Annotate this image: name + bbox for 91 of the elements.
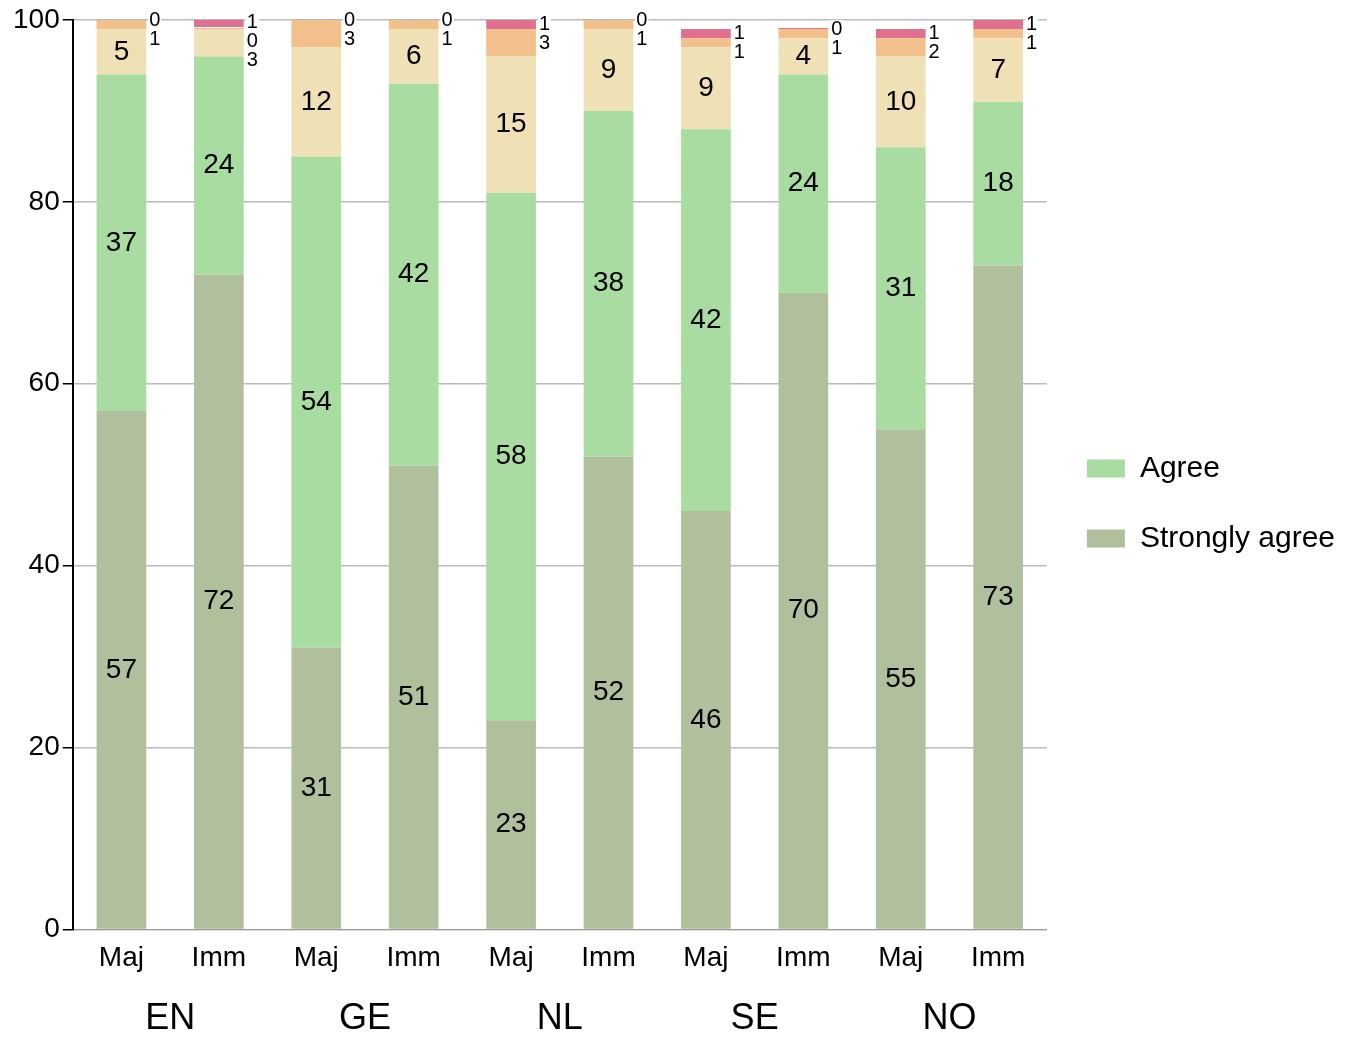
- bar: [486, 720, 536, 929]
- bar: [486, 192, 536, 721]
- bar: [291, 156, 342, 648]
- bar: [96, 20, 147, 30]
- data-label: 58: [495, 439, 527, 471]
- y-tick-label: 40: [28, 548, 60, 580]
- data-label: 72: [203, 584, 235, 616]
- bar: [778, 292, 829, 929]
- bar: [388, 83, 439, 466]
- data-label: 42: [398, 257, 430, 289]
- bar: [583, 110, 634, 457]
- bar: [194, 274, 244, 929]
- data-label: 15: [495, 107, 527, 139]
- data-label: 37: [105, 225, 137, 257]
- data-label: 31: [300, 770, 332, 802]
- data-label: 23: [495, 807, 527, 839]
- bar: [486, 20, 536, 30]
- data-label: 54: [300, 384, 332, 416]
- y-tick-label: 0: [44, 912, 60, 944]
- x-tick-label: Imm: [581, 940, 636, 972]
- bar: [875, 147, 926, 430]
- data-label: 6: [405, 39, 422, 71]
- x-tick-label: Maj: [683, 940, 729, 972]
- data-label: 38: [592, 266, 625, 298]
- x-tick-label: Imm: [776, 940, 831, 972]
- data-label: 9: [698, 70, 714, 102]
- bar: [973, 20, 1024, 30]
- bar: [583, 456, 634, 929]
- x-tick-label: Maj: [293, 940, 339, 972]
- bar: [778, 74, 829, 293]
- data-label: 18: [982, 166, 1014, 198]
- bar: [778, 38, 829, 75]
- bar: [388, 29, 439, 84]
- bar: [875, 56, 926, 148]
- x-tick-label: Imm: [191, 940, 247, 972]
- data-label: 70: [787, 593, 819, 625]
- bar: [291, 647, 342, 929]
- bar: [681, 38, 731, 48]
- bar: [778, 29, 829, 39]
- bar: [973, 101, 1024, 266]
- text: NL: [536, 996, 583, 1038]
- data-label: 52: [592, 675, 625, 707]
- bar: [681, 129, 731, 512]
- bar: [486, 56, 536, 193]
- y-tick-label: 100: [13, 2, 60, 34]
- bar: [973, 265, 1024, 929]
- y-tick-label: 60: [28, 366, 60, 398]
- data-label: 4: [795, 39, 812, 71]
- bar: [681, 511, 731, 929]
- bar: [583, 29, 634, 111]
- data-label: 10: [885, 84, 917, 116]
- x-tick-label: Maj: [98, 940, 144, 972]
- legend-label: Strongly agree: [1139, 519, 1336, 553]
- bar: [291, 47, 342, 157]
- x-tick-label: Imm: [386, 940, 441, 972]
- data-label: 24: [203, 148, 235, 180]
- data-label: 51: [398, 679, 430, 711]
- data-label: 46: [690, 702, 722, 734]
- x-tick-label: Maj: [878, 940, 924, 972]
- text: SE: [730, 996, 779, 1038]
- bar: [973, 29, 1024, 39]
- text: GE: [338, 996, 391, 1038]
- bar: [96, 74, 147, 412]
- data-label: 24: [787, 166, 819, 198]
- y-tick-label: 20: [28, 730, 60, 762]
- text: EN: [145, 996, 196, 1038]
- bar: [96, 29, 147, 75]
- data-label: 9: [600, 52, 617, 84]
- bar: [388, 20, 439, 30]
- bar: [291, 20, 342, 48]
- y-tick-label: 80: [28, 184, 60, 216]
- data-label: 31: [885, 270, 917, 302]
- legend-label: Agree: [1139, 449, 1220, 483]
- x-tick-label: Maj: [488, 940, 534, 972]
- data-label: 5: [113, 34, 130, 66]
- data-label: 55: [885, 661, 917, 693]
- bar: [875, 429, 926, 929]
- bar: [194, 20, 244, 28]
- bar: [583, 20, 634, 30]
- data-label: 42: [690, 302, 722, 334]
- data-label: 12: [300, 84, 332, 116]
- data-label: 7: [990, 52, 1006, 84]
- bar: [194, 56, 244, 275]
- bar: [388, 465, 439, 929]
- bar: [973, 38, 1024, 102]
- x-tick-label: Imm: [970, 940, 1026, 972]
- data-label: 57: [105, 652, 137, 684]
- bar: [96, 411, 147, 929]
- text: NO: [922, 996, 977, 1038]
- bar: [681, 47, 731, 130]
- data-label: 73: [982, 579, 1014, 611]
